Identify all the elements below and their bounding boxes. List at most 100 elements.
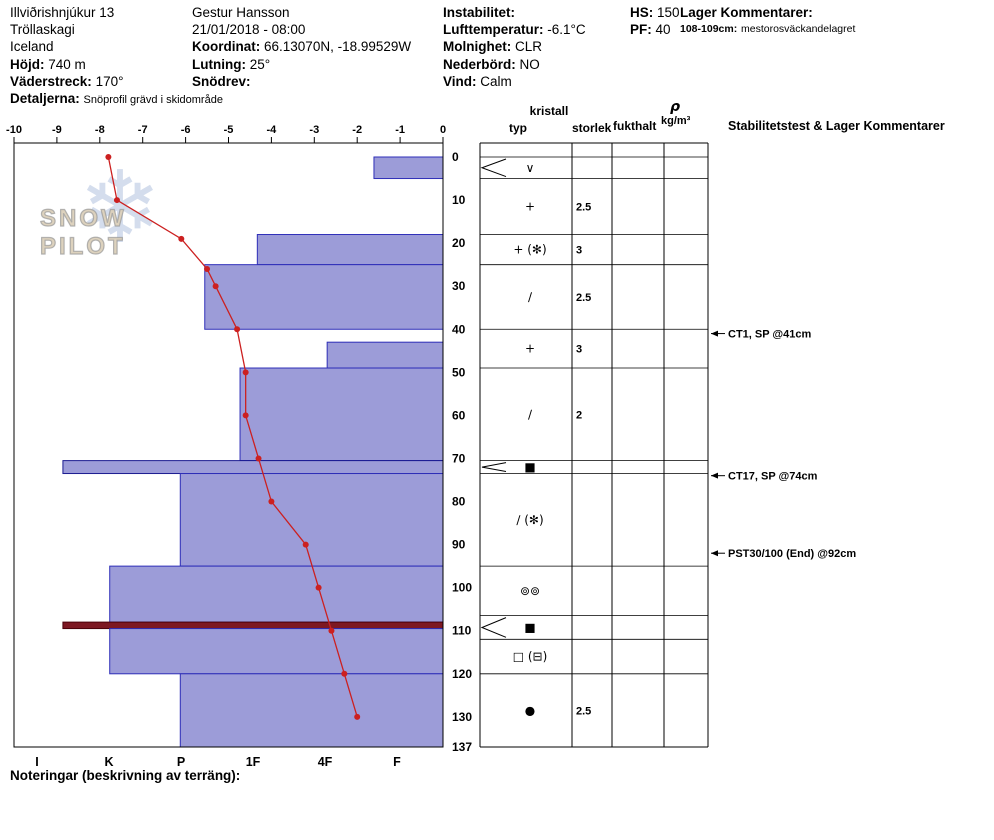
temperature-point bbox=[315, 584, 322, 591]
depth-axis-label: 0 bbox=[452, 150, 459, 164]
elevation-label: Höjd: bbox=[10, 56, 45, 72]
layer-comment-text: mestorosväckandelagret bbox=[740, 23, 856, 36]
pf-value: 40 bbox=[655, 22, 671, 38]
temperature-point bbox=[242, 412, 249, 419]
hardness-layer-bar bbox=[62, 621, 444, 630]
precip-row: Nederbörd: NO bbox=[443, 56, 586, 73]
hardness-axis-label: F bbox=[393, 755, 401, 769]
table-header-stability: Stabilitetstest & Lager Kommentarer bbox=[728, 119, 945, 133]
snowpilot-logo-text: SNOW PILOT bbox=[39, 204, 127, 260]
coordinates-label: Koordinat: bbox=[192, 39, 261, 55]
hardness-layer-bar bbox=[62, 460, 444, 475]
depth-axis-label: 30 bbox=[452, 279, 466, 293]
crystal-type-symbol: ∕ bbox=[528, 407, 533, 421]
stability-arrow-head bbox=[711, 472, 718, 479]
instability-row: Instabilitet: bbox=[443, 4, 586, 21]
depth-axis-label: 20 bbox=[452, 236, 466, 250]
temp-axis-label: -7 bbox=[138, 124, 148, 136]
slope-row: Lutning: 25° bbox=[192, 56, 411, 73]
observer-block: Gestur Hansson 21/01/2018 - 08:00 Koordi… bbox=[192, 4, 411, 90]
temperature-point bbox=[242, 369, 249, 376]
elevation-value: 740 m bbox=[48, 56, 86, 72]
depth-axis-label: 110 bbox=[452, 624, 472, 638]
airtemp-label: Lufttemperatur: bbox=[443, 22, 544, 38]
sky-value: CLR bbox=[515, 39, 543, 55]
temperature-point bbox=[255, 455, 262, 462]
depth-axis-label: 50 bbox=[452, 365, 466, 379]
depth-axis-label: 40 bbox=[452, 322, 466, 336]
stability-arrow-head bbox=[711, 330, 718, 337]
depth-axis-label: 137 bbox=[452, 740, 472, 754]
temp-axis-label: -10 bbox=[6, 124, 22, 136]
airtemp-value: -6.1°C bbox=[547, 22, 586, 38]
hardness-layer-bar bbox=[109, 628, 444, 675]
precip-value: NO bbox=[519, 56, 540, 72]
details-row: Detaljerna: Snöprofil grävd i skidområde bbox=[10, 90, 223, 109]
slope-value: 25° bbox=[249, 56, 271, 72]
temp-axis-label: -4 bbox=[267, 124, 278, 136]
airtemp-row: Lufttemperatur: -6.1°C bbox=[443, 21, 586, 38]
temperature-point bbox=[105, 154, 112, 160]
slope-label: Lutning: bbox=[192, 56, 246, 72]
temp-axis-label: -9 bbox=[52, 124, 62, 136]
depth-axis-label: 90 bbox=[452, 538, 466, 552]
temperature-point bbox=[328, 627, 335, 634]
temperature-point bbox=[302, 541, 309, 548]
elevation-row: Höjd: 740 m bbox=[10, 56, 223, 73]
temp-axis-label: -6 bbox=[181, 124, 191, 136]
crystal-type-symbol: + bbox=[525, 342, 535, 356]
layer-comments-block: Lager Kommentarer: 108-109cm: mestorosvä… bbox=[680, 4, 855, 36]
temp-axis-label: -2 bbox=[352, 124, 362, 136]
temp-axis-label: -5 bbox=[224, 124, 234, 136]
pf-label: PF: bbox=[630, 22, 652, 38]
table-header-kristall: kristall bbox=[529, 104, 569, 118]
depth-axis-label: 120 bbox=[452, 667, 472, 681]
hardness-axis-label: I bbox=[35, 755, 38, 769]
crystal-size-value: 3 bbox=[576, 245, 582, 257]
aspect-label: Väderstreck: bbox=[10, 73, 92, 89]
crystal-type-symbol: ● bbox=[525, 703, 535, 717]
aspect-row: Väderstreck: 170° bbox=[10, 73, 223, 90]
hardness-layer-bar bbox=[256, 234, 444, 266]
hs-row: HS: 150 bbox=[630, 4, 680, 21]
crystal-size-value: 2.5 bbox=[576, 202, 591, 214]
crystal-size-value: 2 bbox=[576, 409, 582, 421]
table-header-density-unit: kg/m³ bbox=[661, 115, 691, 127]
layer-comment-depth: 108-109cm: bbox=[680, 23, 738, 36]
temperature-point bbox=[178, 235, 185, 242]
hardness-layer-bar bbox=[204, 264, 444, 330]
hardness-layer-bar bbox=[109, 565, 444, 623]
crystal-type-symbol: ⊚⊚ bbox=[520, 584, 540, 598]
observation-datetime: 21/01/2018 - 08:00 bbox=[192, 22, 306, 38]
thin-layer-pointer bbox=[480, 158, 507, 178]
temp-axis-label: -1 bbox=[395, 124, 405, 136]
coordinates-value: 66.13070N, -18.99529W bbox=[264, 39, 412, 55]
crystal-size-value: 3 bbox=[576, 344, 582, 356]
coordinates-row: Koordinat: 66.13070N, -18.99529W bbox=[192, 38, 411, 55]
temp-axis-label: 0 bbox=[440, 124, 446, 136]
table-header-fukthalt: fukthalt bbox=[613, 119, 657, 133]
site-country: Iceland bbox=[10, 39, 54, 55]
hardness-axis-label: 1F bbox=[246, 755, 261, 769]
hardness-axis-label: 4F bbox=[318, 755, 333, 769]
aspect-value: 170° bbox=[95, 73, 124, 89]
stability-test-label: CT17, SP @74cm bbox=[728, 471, 818, 483]
snowdrift-label: Snödrev: bbox=[192, 73, 251, 89]
snowdrift-row: Snödrev: bbox=[192, 73, 411, 90]
notes-heading: Noteringar (beskrivning av terräng): bbox=[10, 768, 241, 783]
crystal-type-symbol: ∕ bbox=[528, 290, 533, 304]
sky-row: Molnighet: CLR bbox=[443, 38, 586, 55]
crystal-type-symbol: ∨ bbox=[526, 161, 535, 175]
crystal-type-symbol: ■ bbox=[524, 620, 535, 634]
details-label: Detaljerna: bbox=[10, 91, 80, 107]
hardness-axis-label: K bbox=[104, 755, 113, 769]
wind-row: Vind: Calm bbox=[443, 73, 586, 90]
stability-test-label: PST30/100 (End) @92cm bbox=[728, 548, 856, 560]
precip-label: Nederbörd: bbox=[443, 56, 516, 72]
site-name: Illviðrishnjúkur 13 bbox=[10, 5, 115, 20]
depth-axis-label: 130 bbox=[452, 710, 472, 724]
temperature-point bbox=[341, 670, 348, 677]
temperature-point bbox=[354, 713, 361, 720]
hardness-layer-bar bbox=[179, 673, 444, 748]
hardness-layer-bar bbox=[326, 341, 444, 369]
